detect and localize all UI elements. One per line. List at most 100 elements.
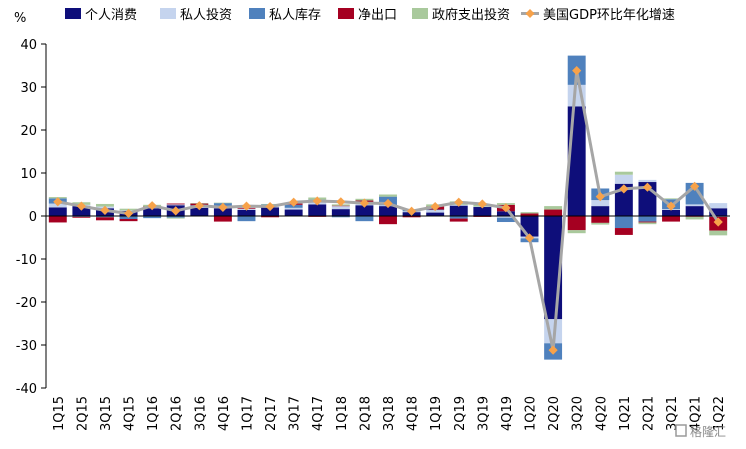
bar-segment-series-1 [379, 206, 397, 216]
bar-segment-series-3 [166, 216, 185, 218]
legend-item: 个人消费 [65, 8, 137, 23]
bar-segment-series-5 [544, 206, 563, 210]
bar-segment-series-3 [496, 217, 515, 223]
bar-segment-series-4 [402, 216, 421, 218]
gdp-point-marker [524, 233, 535, 243]
gdp-point-marker [642, 182, 653, 192]
bar-segment-series-1 [449, 205, 468, 216]
gdp-point-marker [713, 217, 723, 227]
x-tick-label: 3Q19 [476, 396, 491, 431]
x-tick-label: 3Q17 [288, 396, 303, 431]
bar-segment-series-2 [614, 174, 633, 184]
bar-segment-series-1 [496, 211, 515, 216]
x-tick-label: 4Q21 [689, 396, 704, 431]
legend-label: 私人库存 [269, 7, 321, 23]
bar-segment-series-4 [567, 216, 586, 231]
legend-swatch [65, 8, 81, 19]
x-tick-label: 1Q18 [335, 396, 350, 431]
bar-segment-series-2 [591, 200, 610, 207]
bar-segment-series-5 [379, 194, 397, 197]
bar-segment-series-1 [473, 206, 492, 216]
gdp-point-marker [548, 345, 558, 355]
bar-segment-series-1 [308, 204, 327, 216]
gdp-point-marker [194, 201, 204, 211]
bar-segment-series-5 [166, 217, 185, 219]
gdp-point-marker [171, 206, 181, 216]
gdp-point-marker [241, 201, 252, 211]
x-tick-label: 3Q16 [193, 396, 208, 431]
x-tick-label: 3Q18 [382, 396, 397, 431]
bar-segment-series-2 [709, 203, 728, 209]
legend-item: 政府支出投资 [412, 7, 510, 23]
y-tick-label: 20 [20, 124, 37, 139]
y-tick-label: 10 [20, 167, 37, 182]
legend-swatch [160, 8, 176, 19]
bar-segment-series-2 [284, 207, 303, 210]
bar-segment-series-1 [143, 208, 162, 216]
watermark: 格隆汇 [675, 424, 726, 439]
bar-segment-series-1 [426, 212, 445, 216]
bar-segment-series-3 [143, 216, 162, 219]
bar-segment-series-1 [685, 206, 704, 216]
bar-segment-series-4 [638, 221, 657, 223]
x-tick-label: 1Q19 [429, 396, 444, 431]
bar-segment-series-3 [449, 216, 468, 219]
watermark-logo-icon [675, 424, 687, 437]
y-tick-label: -20 [16, 296, 37, 311]
gdp-point-marker [477, 199, 487, 209]
legend-marker [525, 9, 535, 18]
bar-segment-series-5 [520, 212, 539, 214]
bar-segment-series-3 [331, 216, 350, 218]
gdp-point-marker [123, 208, 134, 219]
x-tick-label: 2Q19 [453, 396, 468, 431]
y-axis: -40 -30 -20 -10 0 10 20 30 40 [16, 38, 47, 397]
gdp-point-marker [147, 201, 157, 211]
bar-segment-series-2 [638, 179, 657, 183]
bar-segment-series-1 [355, 205, 374, 216]
bar-segment-series-4 [119, 219, 138, 222]
gdp-point-marker [406, 206, 417, 216]
gdp-point-marker [619, 184, 629, 194]
gdp-point-marker [218, 202, 228, 212]
gdp-point-marker [53, 197, 63, 207]
x-tick-label: 4Q15 [123, 396, 138, 431]
bar-segment-series-3 [614, 216, 633, 229]
bar-segment-series-5 [709, 230, 728, 236]
x-tick-label: 2Q21 [641, 396, 656, 431]
gdp-point-marker [454, 197, 464, 207]
y-tick-label: 40 [20, 38, 37, 53]
y-tick-label: 0 [29, 210, 37, 225]
x-tick-label: 4Q20 [594, 396, 609, 431]
bar-segment-series-4 [213, 216, 232, 222]
x-tick-label: 1Q15 [52, 396, 67, 431]
legend-label: 净出口 [358, 8, 397, 23]
bar-segment-series-4 [379, 216, 397, 225]
bar-segment-series-2 [496, 216, 515, 218]
bar-segment-series-1 [261, 207, 280, 216]
bar-segment-series-3 [237, 216, 256, 222]
y-axis-unit-label: % [14, 11, 26, 26]
gdp-point-marker [76, 201, 86, 211]
gdp-point-marker [595, 192, 605, 202]
x-tick-label: 1Q16 [146, 396, 161, 431]
gdp-point-marker [383, 198, 393, 209]
x-tick-label: 1Q17 [240, 396, 255, 431]
gdp-point-marker [690, 181, 700, 191]
bar-segment-series-4 [449, 218, 468, 222]
y-tick-label: -10 [16, 253, 37, 268]
x-tick-label: 2Q16 [170, 396, 185, 431]
legend: 个人消费 私人投资 私人库存 净出口 政府支出投资 美国GDP环比年化增速 [65, 7, 675, 23]
x-tick-label: 1Q22 [712, 396, 727, 431]
bar-segment-series-1 [284, 209, 303, 216]
x-tick-label: 2Q17 [264, 396, 279, 431]
bar-segment-series-1 [237, 209, 256, 216]
x-tick-label: 3Q20 [571, 396, 586, 431]
gdp-point-marker [501, 203, 511, 213]
gdp-line [53, 66, 723, 355]
gdp-point-marker [289, 197, 299, 207]
gdp-point-marker [100, 205, 110, 216]
bar-segment-series-1 [709, 208, 728, 216]
bar-segment-series-4 [72, 216, 91, 218]
bar-segment-series-5 [614, 171, 633, 175]
